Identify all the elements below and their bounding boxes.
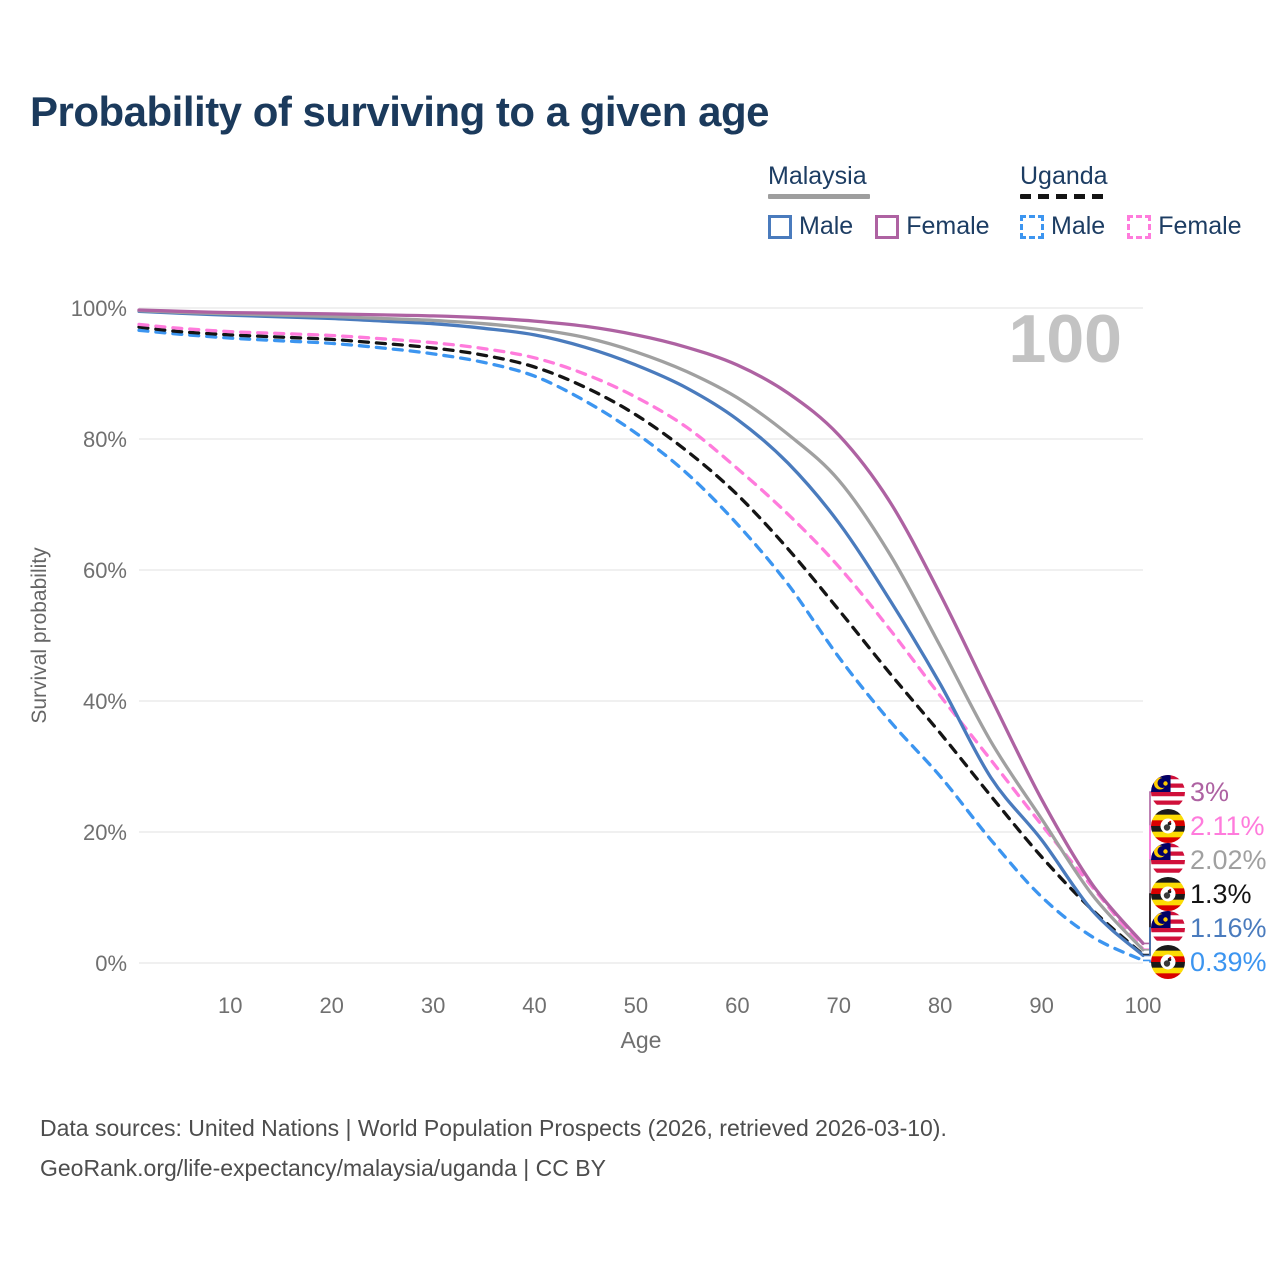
legend-item-uganda-female[interactable]: Female [1127,212,1242,241]
data-sources-footer: Data sources: United Nations | World Pop… [40,1108,947,1188]
legend-header-malaysia-label: Malaysia [768,162,867,190]
y-tick-label: 60% [83,558,127,583]
series-line-uganda-female[interactable] [137,322,1145,951]
x-tick-label: 10 [218,993,242,1018]
series-line-malaysia-female[interactable] [137,308,1145,946]
x-tick-label: 100 [1125,993,1162,1018]
uganda-dashed-line-sample [1020,194,1108,199]
footer-line-1: Data sources: United Nations | World Pop… [40,1115,947,1141]
legend-item-malaysia-female[interactable]: Female [875,212,990,241]
hover-age-watermark: 100 [1009,301,1122,377]
uganda-flag-icon [1151,877,1185,911]
page-title: Probability of surviving to a given age [30,88,769,135]
malaysia-flag-icon [1151,775,1185,809]
x-tick-label: 30 [421,993,445,1018]
x-tick-label: 40 [522,993,546,1018]
y-tick-label: 40% [83,689,127,714]
uganda-male-swatch-icon [1020,214,1044,239]
value-label-uganda: 1.3% [1190,879,1252,909]
malaysia-female-swatch-icon [875,214,900,239]
uganda-flag-icon [1151,809,1185,843]
legend-group-malaysia: Malaysia Male Female [768,162,990,241]
malaysia-solid-line-sample [768,194,870,199]
legend-header-uganda-label: Uganda [1020,162,1108,190]
y-tick-label: 20% [83,820,127,845]
legend-item-label: Female [906,212,990,240]
uganda-female-swatch-icon [1127,214,1152,239]
malaysia-flag-icon [1151,911,1185,945]
uganda-flag-icon [1151,945,1185,979]
legend-group-uganda: Uganda Male Female [1020,162,1242,241]
x-tick-label: 70 [827,993,851,1018]
x-tick-label: 90 [1029,993,1053,1018]
x-axis-title: Age [621,1027,662,1053]
value-label-malaysia-male: 1.16% [1190,913,1267,943]
series-line-malaysia[interactable] [137,308,1145,952]
value-label-uganda-female: 2.11% [1190,811,1265,841]
legend-header-malaysia[interactable]: Malaysia [768,162,870,203]
value-label-malaysia-female: 3% [1190,777,1229,807]
value-label-uganda-male: 0.39% [1190,947,1267,977]
legend-item-uganda-male[interactable]: Male [1020,212,1105,241]
series-line-uganda-male[interactable] [137,328,1145,963]
y-tick-label: 100% [71,296,127,321]
x-tick-label: 20 [319,993,343,1018]
x-tick-label: 60 [725,993,749,1018]
y-tick-label: 80% [83,427,127,452]
x-tick-label: 50 [624,993,648,1018]
value-label-malaysia: 2.02% [1190,845,1267,875]
series-line-malaysia-male[interactable] [137,309,1145,958]
malaysia-flag-icon [1151,843,1185,877]
series-line-uganda[interactable] [137,325,1145,957]
y-axis-title: Survival probability [28,547,51,724]
legend-header-uganda[interactable]: Uganda [1020,162,1108,203]
malaysia-male-swatch-icon [768,214,792,239]
footer-line-2: GeoRank.org/life-expectancy/malaysia/uga… [40,1155,606,1181]
legend-item-malaysia-male[interactable]: Male [768,212,853,241]
x-tick-label: 80 [928,993,952,1018]
y-tick-label: 0% [95,951,127,976]
legend-item-label: Female [1158,212,1242,240]
legend-item-label: Male [799,212,854,240]
legend-item-label: Male [1051,212,1106,240]
